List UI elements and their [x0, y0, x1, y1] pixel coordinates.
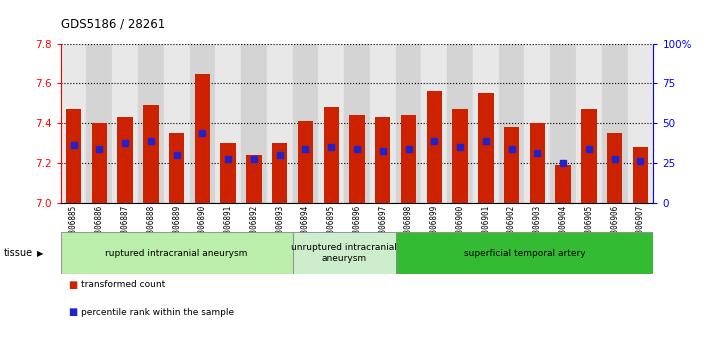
- Bar: [375, 118, 391, 203]
- Bar: [138, 44, 164, 203]
- Bar: [246, 155, 261, 203]
- Bar: [349, 115, 365, 203]
- Bar: [267, 44, 293, 203]
- Bar: [530, 123, 545, 203]
- Bar: [164, 44, 189, 203]
- Bar: [169, 134, 184, 203]
- Bar: [143, 105, 159, 203]
- Bar: [216, 44, 241, 203]
- Bar: [293, 232, 396, 274]
- Bar: [498, 44, 525, 203]
- Bar: [607, 134, 623, 203]
- Bar: [241, 44, 267, 203]
- Bar: [504, 127, 519, 203]
- Bar: [195, 73, 210, 203]
- Text: transformed count: transformed count: [81, 281, 165, 289]
- Bar: [447, 44, 473, 203]
- Bar: [221, 143, 236, 203]
- Text: superficial temporal artery: superficial temporal artery: [463, 249, 585, 258]
- Bar: [323, 107, 339, 203]
- Bar: [555, 165, 571, 203]
- Bar: [581, 110, 597, 203]
- Text: ▶: ▶: [37, 249, 44, 258]
- Bar: [628, 44, 653, 203]
- Bar: [421, 44, 447, 203]
- Bar: [318, 44, 344, 203]
- Bar: [91, 123, 107, 203]
- Bar: [61, 44, 86, 203]
- Bar: [117, 118, 133, 203]
- Bar: [426, 91, 442, 203]
- Bar: [473, 44, 498, 203]
- Bar: [86, 44, 112, 203]
- Bar: [525, 44, 550, 203]
- Bar: [61, 232, 293, 274]
- Text: unruptured intracranial
aneurysm: unruptured intracranial aneurysm: [291, 244, 397, 263]
- Bar: [396, 44, 421, 203]
- Bar: [66, 110, 81, 203]
- Bar: [370, 44, 396, 203]
- Text: tissue: tissue: [4, 248, 33, 258]
- Text: percentile rank within the sample: percentile rank within the sample: [81, 308, 233, 317]
- Bar: [396, 232, 653, 274]
- Text: ■: ■: [68, 280, 77, 290]
- Bar: [344, 44, 370, 203]
- Bar: [602, 44, 628, 203]
- Bar: [189, 44, 216, 203]
- Bar: [293, 44, 318, 203]
- Bar: [550, 44, 576, 203]
- Bar: [272, 143, 288, 203]
- Bar: [478, 93, 493, 203]
- Text: ■: ■: [68, 307, 77, 317]
- Bar: [453, 110, 468, 203]
- Text: GDS5186 / 28261: GDS5186 / 28261: [61, 18, 165, 31]
- Text: ruptured intracranial aneurysm: ruptured intracranial aneurysm: [106, 249, 248, 258]
- Bar: [112, 44, 138, 203]
- Bar: [298, 121, 313, 203]
- Bar: [633, 147, 648, 203]
- Bar: [401, 115, 416, 203]
- Bar: [576, 44, 602, 203]
